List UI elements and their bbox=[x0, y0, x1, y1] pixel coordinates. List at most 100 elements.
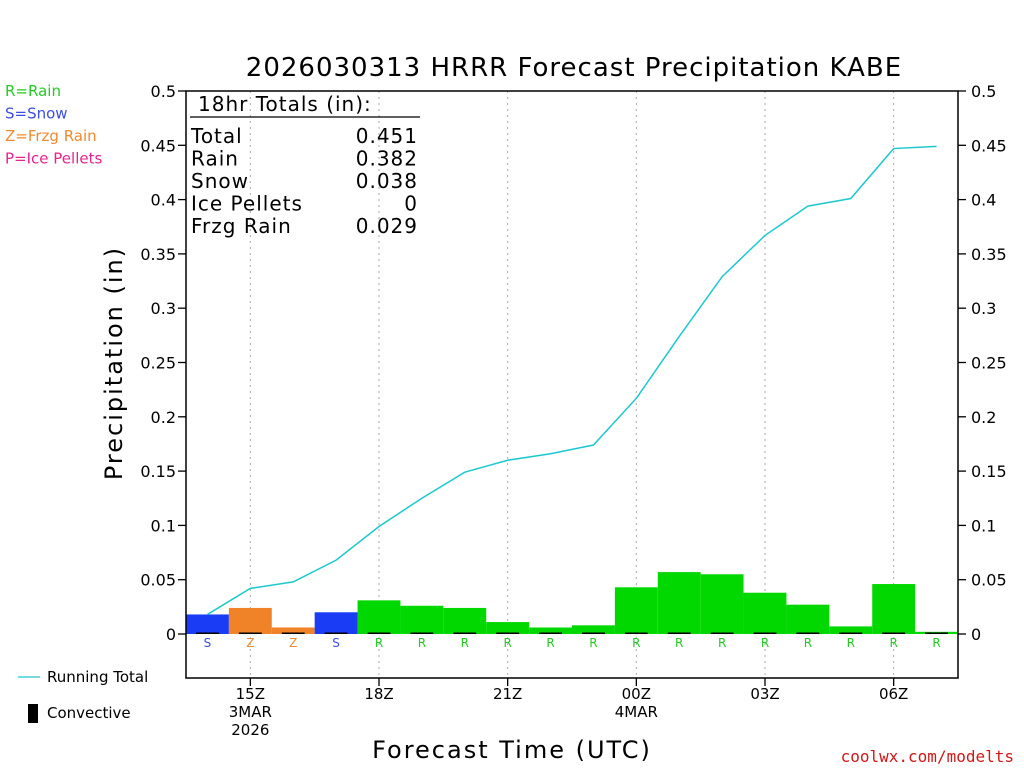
y-axis-label: Precipitation (in) bbox=[100, 246, 128, 480]
ptype-label: R bbox=[461, 636, 469, 650]
totals-value: 0.038 bbox=[356, 169, 418, 193]
ptype-label: R bbox=[546, 636, 554, 650]
x-tick-label: 03Z bbox=[750, 685, 779, 703]
ptype-legend-item: S=Snow bbox=[5, 105, 68, 123]
ptype-label: S bbox=[332, 636, 340, 650]
x-axis-label: Forecast Time (UTC) bbox=[372, 736, 652, 764]
ptype-label: R bbox=[589, 636, 597, 650]
precip-bar bbox=[400, 605, 444, 634]
precip-bar bbox=[829, 626, 873, 634]
running-total-line bbox=[207, 145, 937, 616]
convective-bar bbox=[453, 632, 477, 634]
convective-bar bbox=[238, 632, 262, 634]
precip-bar bbox=[357, 600, 401, 634]
ptype-label: R bbox=[675, 636, 683, 650]
convective-bar bbox=[539, 632, 562, 634]
y-tick-label-left: 0.5 bbox=[151, 82, 176, 101]
convective-bar bbox=[410, 632, 434, 634]
ptype-label: R bbox=[847, 636, 855, 650]
y-tick-label-right: 0.25 bbox=[971, 354, 1007, 373]
convective-bar bbox=[281, 632, 305, 634]
ptype-label: R bbox=[632, 636, 640, 650]
totals-label: Snow bbox=[191, 169, 249, 193]
precip-bar bbox=[271, 627, 315, 634]
ptype-label: R bbox=[804, 636, 812, 650]
precip-bar bbox=[700, 574, 744, 634]
totals-label: Ice Pellets bbox=[191, 192, 303, 216]
totals-value: 0.451 bbox=[356, 124, 418, 148]
totals-heading: 18hr Totals (in): bbox=[198, 92, 372, 116]
precip-bar bbox=[443, 607, 487, 634]
running-total-legend-label: Running Total bbox=[47, 668, 148, 686]
totals-label: Frzg Rain bbox=[191, 214, 292, 238]
y-tick-label-right: 0.45 bbox=[971, 136, 1007, 155]
ptype-legend: R=Rain S=Snow Z=Frzg Rain P=Ice Pellets bbox=[5, 82, 102, 168]
convective-bar bbox=[624, 632, 648, 634]
x-tick-label: 18Z bbox=[364, 685, 393, 703]
precip-bars bbox=[186, 572, 958, 634]
totals-value: 0.029 bbox=[356, 214, 418, 238]
convective-legend-swatch bbox=[28, 704, 38, 723]
ptype-label: R bbox=[418, 636, 426, 650]
convective-bar bbox=[753, 632, 777, 634]
convective-bar bbox=[667, 632, 691, 634]
convective-bar bbox=[324, 632, 348, 634]
y-tick-label-left: 0.1 bbox=[151, 516, 176, 535]
y-tick-label-left: 0.15 bbox=[140, 462, 176, 481]
totals-rows: Total 0.451 Rain 0.382 Snow 0.038 Ice Pellets 0… bbox=[190, 124, 418, 238]
line-legend: Running Total Convective bbox=[18, 668, 148, 723]
precip-bar bbox=[657, 572, 701, 634]
credit-text: coolwx.com/modelts bbox=[841, 747, 1014, 766]
y-tick-label-right: 0.35 bbox=[971, 245, 1007, 264]
convective-bar bbox=[582, 632, 605, 634]
totals-value: 0 bbox=[404, 192, 418, 216]
y-tick-label-left: 0.25 bbox=[140, 354, 176, 373]
convective-bar bbox=[925, 632, 948, 634]
ptype-label: Z bbox=[289, 636, 297, 650]
precip-bar bbox=[529, 627, 572, 634]
plot-frame bbox=[185, 90, 959, 679]
ptype-label: R bbox=[503, 636, 511, 650]
y-tick-label-left: 0.05 bbox=[140, 571, 176, 590]
totals-label: Rain bbox=[191, 147, 239, 171]
convective-bar bbox=[839, 632, 863, 634]
y-tick-label-right: 0.4 bbox=[971, 191, 996, 210]
convective-bar bbox=[710, 632, 734, 634]
y-tick-label-left: 0.3 bbox=[151, 299, 176, 318]
x-tick-label: 4MAR bbox=[615, 703, 658, 721]
y-tick-label-right: 0.5 bbox=[971, 82, 996, 101]
convective-legend-label: Convective bbox=[47, 704, 131, 722]
precip-bar bbox=[572, 625, 615, 634]
ptype-label: R bbox=[889, 636, 897, 650]
y-tick-label-left: 0.4 bbox=[151, 191, 176, 210]
precip-bar bbox=[228, 607, 272, 634]
convective-bar bbox=[496, 632, 520, 634]
y-axis-left: 0 0.05 0.1 0.15 0.2 0.25 0.3 0.35 0.4 0.45 0.5 bbox=[140, 82, 186, 644]
convective-bar bbox=[196, 632, 219, 634]
vertical-gridlines bbox=[249, 91, 895, 678]
x-tick-label: 3MAR bbox=[229, 703, 272, 721]
convective-bar bbox=[367, 632, 391, 634]
ptype-label: R bbox=[718, 636, 726, 650]
x-tick-label: 06Z bbox=[879, 685, 908, 703]
x-tick-label: 00Z bbox=[622, 685, 651, 703]
y-axis-right: 0 0.05 0.1 0.15 0.2 0.25 0.3 0.35 0.4 0.45 0.5 bbox=[958, 82, 1007, 644]
x-tick-label: 15Z bbox=[236, 685, 265, 703]
convective-bar bbox=[882, 632, 906, 634]
totals-value: 0.382 bbox=[356, 147, 418, 171]
precip-bar bbox=[872, 584, 916, 634]
totals-box: 18hr Totals (in): Total 0.451 Rain 0.382 Sno… bbox=[190, 92, 420, 238]
precip-bar bbox=[786, 604, 830, 634]
precip-bar bbox=[743, 592, 787, 634]
precip-bar bbox=[486, 622, 530, 634]
y-tick-label-right: 0.15 bbox=[971, 462, 1007, 481]
precip-bar bbox=[614, 587, 658, 634]
y-tick-label-left: 0 bbox=[166, 625, 176, 644]
ptype-label: R bbox=[932, 636, 940, 650]
ptype-legend-item: Z=Frzg Rain bbox=[5, 127, 97, 145]
ptype-label: R bbox=[375, 636, 383, 650]
y-tick-label-right: 0.3 bbox=[971, 299, 996, 318]
precip-bar bbox=[314, 612, 358, 634]
